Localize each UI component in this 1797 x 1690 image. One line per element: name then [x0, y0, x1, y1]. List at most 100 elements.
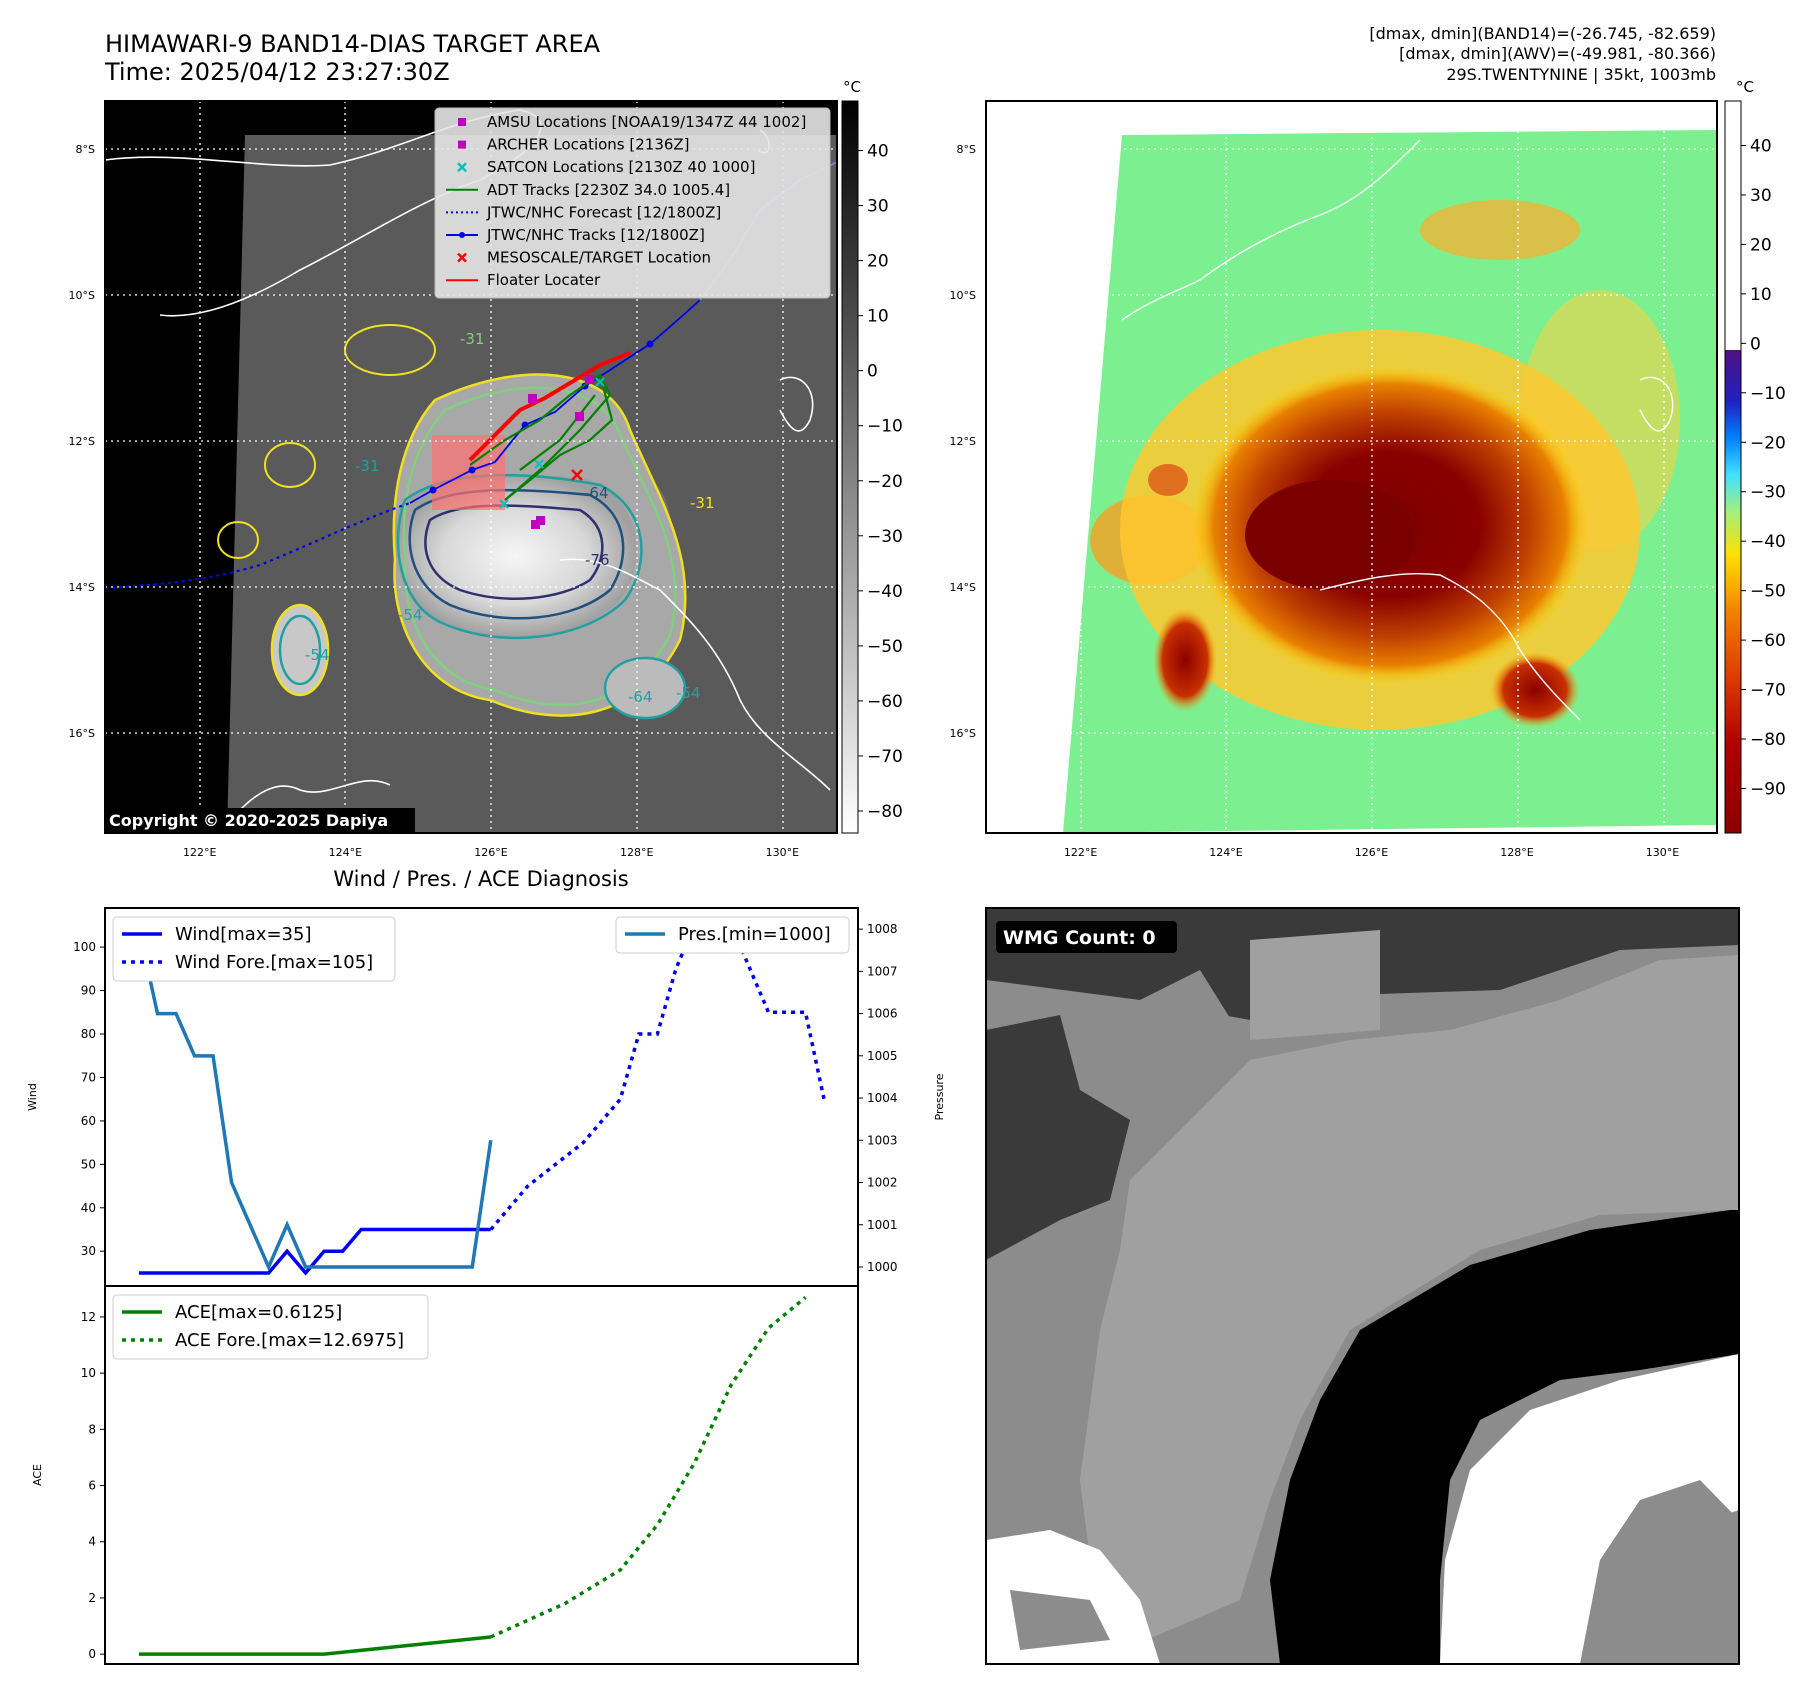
colorbar-tick-label: 0 [867, 362, 878, 382]
svg-text:-54: -54 [305, 646, 330, 664]
ace-tick-label: 10 [81, 1366, 96, 1380]
lat-tick-label: 10°S [69, 289, 95, 302]
pressure-legend: Pres.[min=1000] [615, 916, 850, 954]
pressure-tick-label: 1001 [867, 1218, 898, 1232]
colorbar-tick-label: −20 [1750, 433, 1786, 453]
series-ace-fore- [490, 1295, 807, 1639]
legend-swatch-x [457, 162, 467, 173]
info-band14: [dmax, dmin](BAND14)=(-26.745, -82.659) [1369, 24, 1716, 43]
copyright-text: Copyright © 2020-2025 Dapiya [109, 811, 388, 830]
ace-tick-label: 2 [88, 1591, 96, 1605]
colorbar-tick-label: 20 [867, 252, 889, 272]
svg-text:-54: -54 [398, 606, 423, 624]
colorbar-tick-label: −10 [1750, 384, 1786, 404]
lat-tick-label: 16°S [950, 727, 976, 740]
colorbar-tick-label: 40 [867, 142, 889, 162]
wind-tick-label: 50 [81, 1157, 96, 1171]
colorbar-tick-label: 10 [867, 307, 889, 327]
lon-tick-label: 122°E [183, 846, 216, 859]
ace-legend: ACE[max=0.6125] ACE Fore.[max=12.6975] [112, 1294, 429, 1360]
ir-colorbar: °C 40 30 20 10 0 −10 −20 −30 −40 −50 −60 −70 −80 [841, 78, 903, 834]
ir-contour-labels: -31 -31 -54 -64 -76 -54 -54 -64 -31 [305, 330, 715, 706]
lat-tick-label: 10°S [950, 289, 976, 302]
colorbar-tick-label: −20 [867, 472, 903, 492]
lat-tick-label: 16°S [69, 727, 95, 740]
wmg-black-band [1270, 1210, 1739, 1664]
legend-label: JTWC/NHC Tracks [12/1800Z] [486, 226, 705, 244]
svg-text:-31: -31 [690, 494, 715, 512]
legend-pressure: Pres.[min=1000] [678, 924, 831, 945]
colorbar-tick-label: −60 [1750, 631, 1786, 651]
ir-contour-76 [424, 504, 604, 600]
diagnosis-title: Wind / Pres. / ACE Diagnosis [333, 867, 628, 891]
colorbar-tick-label: −80 [1750, 730, 1786, 750]
ir-jtwc-forecast [105, 501, 411, 590]
ir-lat-labels: 8°S 10°S 12°S 14°S 16°S [69, 143, 95, 740]
lat-tick-label: 12°S [69, 435, 95, 448]
colorbar-tick-label: 30 [1750, 186, 1772, 206]
copyright-box [105, 808, 415, 832]
legend-label: AMSU Locations [NOAA19/1347Z 44 1002] [487, 113, 806, 131]
svg-text:-64: -64 [628, 688, 653, 706]
ace-ylabel: ACE [31, 1464, 44, 1486]
colorbar-tick-label: −40 [867, 582, 903, 602]
wind-ylabel: Wind [26, 1083, 39, 1111]
colorbar-tick-label: −30 [1750, 483, 1786, 503]
info-storm: 29S.TWENTYNINE | 35kt, 1003mb [1446, 65, 1716, 84]
lon-tick-label: 122°E [1064, 846, 1097, 859]
svg-text:-64: -64 [584, 484, 609, 502]
lon-tick-label: 124°E [329, 846, 362, 859]
pressure-tick-label: 1008 [867, 922, 898, 936]
lon-tick-label: 126°E [474, 846, 507, 859]
legend-label: SATCON Locations [2130Z 40 1000] [487, 158, 755, 176]
colorbar-tick-label: −40 [1750, 532, 1786, 552]
colorbar-tick-label: −50 [1750, 582, 1786, 602]
ace-tick-label: 4 [88, 1535, 96, 1549]
wind-tick-label: 40 [81, 1201, 96, 1215]
lon-tick-label: 130°E [766, 846, 799, 859]
colorbar-tick-label: −70 [1750, 681, 1786, 701]
ir-amsu-archer-marks [528, 375, 594, 529]
wind-pressure-chart: 100 90 80 70 60 50 40 30 1008 1007 1006 1005 1004 10… [26, 907, 946, 1287]
wind-tick-label: 80 [81, 1027, 96, 1041]
colorbar-tick-label: 0 [1750, 334, 1761, 354]
ir-adt-tracks [469, 373, 614, 501]
pressure-tick-label: 1007 [867, 964, 898, 978]
wind-legend: Wind[max=35] Wind Fore.[max=105] [112, 916, 396, 982]
info-awv: [dmax, dmin](AWV)=(-49.981, -80.366) [1399, 44, 1716, 63]
legend-wind-fore: Wind Fore.[max=105] [175, 952, 373, 973]
figure-title: HIMAWARI-9 BAND14-DIAS TARGET AREA [105, 30, 601, 58]
legend-swatch-dot [459, 232, 465, 238]
lat-tick-label: 8°S [957, 143, 976, 156]
wind-tick-label: 70 [81, 1070, 96, 1084]
awv-coastline [1121, 139, 1421, 321]
svg-text:-76: -76 [585, 551, 610, 569]
awv-colorbar-unit: °C [1736, 78, 1754, 96]
wind-tick-label: 30 [81, 1244, 96, 1258]
series-pres- [137, 928, 493, 1272]
lon-tick-label: 128°E [620, 846, 653, 859]
wmg-count-label: WMG Count: 0 [1003, 927, 1156, 949]
svg-text:-54: -54 [676, 684, 701, 702]
ir-lon-labels: 122°E 124°E 126°E 128°E 130°E [183, 846, 799, 859]
lat-tick-label: 14°S [950, 581, 976, 594]
svg-text:-31: -31 [355, 457, 380, 475]
wmg-panel: WMG Count: 0 [985, 907, 1740, 1665]
colorbar-tick-label: −50 [867, 637, 903, 657]
awv-lon-labels: 122°E 124°E 126°E 128°E 130°E [1064, 846, 1679, 859]
pressure-ylabel: Pressure [933, 1073, 946, 1120]
ir-map-frame [104, 100, 838, 834]
legend-swatch-square [458, 118, 466, 126]
legend-label: MESOSCALE/TARGET Location [487, 249, 711, 267]
colorbar-tick-label: −60 [867, 692, 903, 712]
ace-tick-label: 8 [88, 1422, 96, 1436]
ace-tick-label: 6 [88, 1479, 96, 1493]
legend-label: ARCHER Locations [2136Z] [487, 136, 690, 154]
pressure-tick-label: 1003 [867, 1133, 898, 1147]
wmg-light-region [1080, 955, 1739, 1664]
series-ace [139, 1635, 491, 1656]
lon-tick-label: 130°E [1646, 846, 1679, 859]
colorbar-tick-label: 20 [1750, 235, 1772, 255]
colorbar-tick-label: −80 [867, 802, 903, 822]
